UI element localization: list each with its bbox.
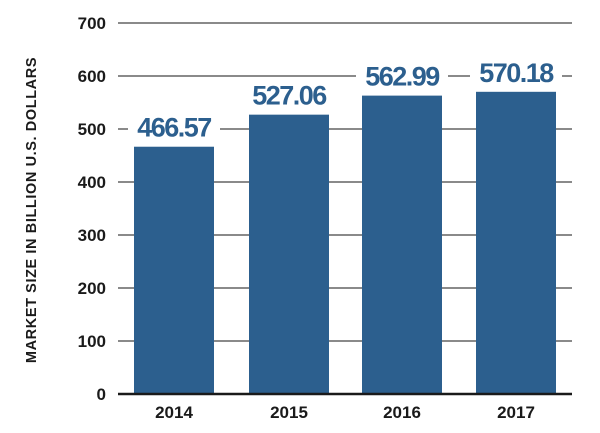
y-tick-label-0: 0 (97, 385, 106, 404)
bar-2016 (362, 95, 442, 395)
y-tick-label-600: 600 (78, 67, 106, 86)
y-axis-title: MARKET SIZE IN BILLION U.S. DOLLARS (24, 57, 40, 363)
value-label-bg-2014 (128, 109, 220, 142)
value-label-bg-2016 (356, 58, 448, 91)
bar-2017 (476, 91, 556, 395)
y-tick-label-500: 500 (78, 120, 106, 139)
x-tick-label-2015: 2015 (270, 403, 308, 422)
value-label-2014: 466.57 (137, 113, 211, 143)
y-tick-label-700: 700 (78, 14, 106, 33)
y-tick-label-100: 100 (78, 332, 106, 351)
labels: 0 100 200 300 400 500 600 700 466.57 2014 527.06 20… (78, 14, 562, 422)
x-tick-label-2016: 2016 (383, 403, 421, 422)
y-tick-label-400: 400 (78, 173, 106, 192)
y-tick-label-200: 200 (78, 279, 106, 298)
x-tick-label-2017: 2017 (497, 403, 535, 422)
bar-2015 (249, 114, 329, 394)
bars (134, 91, 556, 395)
value-label-2017: 570.18 (479, 58, 554, 88)
value-label-bg-2015 (243, 77, 335, 110)
x-tick-label-2014: 2014 (155, 403, 193, 422)
bar-2014 (134, 146, 214, 394)
y-tick-label-300: 300 (78, 226, 106, 245)
value-label-2016: 562.99 (365, 62, 440, 92)
value-label-bg-2017 (470, 54, 562, 87)
value-label-2015: 527.06 (252, 81, 327, 111)
